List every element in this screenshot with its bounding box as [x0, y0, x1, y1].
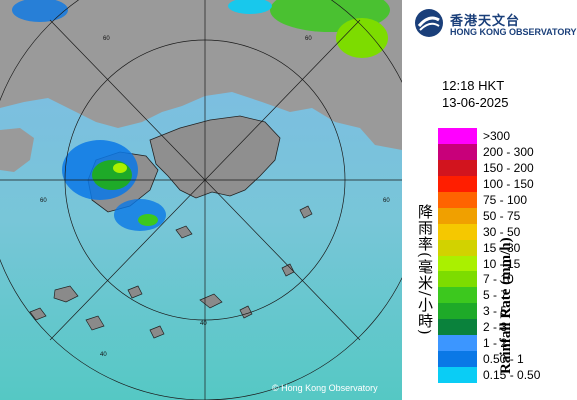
legend-label: 75 - 100 [483, 192, 528, 207]
western-landmass [0, 128, 34, 172]
legend-swatch [438, 239, 477, 256]
legend-item: 75 - 100 [438, 191, 576, 208]
legend-swatch [438, 223, 477, 240]
timestamp-date: 13-06-2025 [442, 95, 509, 110]
rain-echoes [12, 0, 390, 231]
legend-item: 10 - 15 [438, 255, 576, 272]
range-rings [0, 0, 402, 400]
legend-label: 2 - 3 [483, 320, 508, 335]
legend-item: >300 [438, 128, 576, 144]
legend-swatch [438, 303, 477, 320]
legend-swatch [438, 319, 477, 336]
legend-swatch [438, 128, 477, 144]
legend-swatch [438, 143, 477, 160]
legend-label: 1 - 2 [483, 336, 508, 351]
legend-swatch [438, 367, 477, 383]
legend-item: 200 - 300 [438, 143, 576, 160]
legend-label: 150 - 200 [483, 160, 534, 175]
legend-swatch [438, 175, 477, 192]
ring-label: 60 [383, 198, 390, 204]
legend-label: 3 - 5 [483, 304, 508, 319]
legend-item: 150 - 200 [438, 159, 576, 176]
legend-swatch [438, 255, 477, 272]
ring-label: 40 [200, 321, 207, 327]
timestamp-time: 12:18 HKT [442, 78, 505, 93]
legend-swatch [438, 271, 477, 288]
legend-title-en: Rainfall Rate (mm/h) [498, 237, 514, 374]
legend-label: 0.15 - 0.50 [483, 368, 541, 383]
copyright-text: © Hong Kong Observatory [272, 383, 378, 393]
rainfall-legend: >300 200 - 300 150 - 200 100 - 150 75 - … [438, 128, 576, 383]
legend-label: 200 - 300 [483, 144, 534, 159]
legend-item: 15 - 30 [438, 239, 576, 256]
legend-label: 0.50 - 1 [483, 352, 524, 367]
ring-label: 40 [100, 352, 107, 358]
legend-item: 2 - 3 [438, 319, 576, 336]
legend-item: 5 - 7 [438, 287, 576, 304]
legend-swatch [438, 159, 477, 176]
legend-swatch [438, 351, 477, 368]
legend-item: 30 - 50 [438, 223, 576, 240]
legend-item: 1 - 2 [438, 335, 576, 352]
legend-label: 50 - 75 [483, 208, 521, 223]
outlying-islands [29, 205, 313, 339]
legend-label: >300 [483, 129, 511, 143]
ring-label: 60 [40, 198, 47, 204]
legend-swatch [438, 207, 477, 224]
radar-map: 60 60 60 60 40 40 [0, 0, 402, 400]
hko-logo-icon [415, 9, 443, 37]
legend-label: 7 - 10 [483, 272, 514, 287]
legend-label: 15 - 30 [483, 240, 521, 255]
legend-label: 100 - 150 [483, 176, 534, 191]
org-name-zh: 香港天文台 [450, 14, 521, 29]
legend-label: 10 - 15 [483, 256, 521, 271]
legend-panel: 香港天文台 HONG KONG OBSERVATORY 12:18 HKT 13… [402, 0, 577, 400]
legend-item: 7 - 10 [438, 271, 576, 288]
legend-label: 5 - 7 [483, 288, 508, 303]
legend-swatch [438, 191, 477, 208]
legend-item: 100 - 150 [438, 175, 576, 192]
ring-label: 60 [305, 36, 312, 42]
mainland-landmass [0, 0, 402, 150]
hko-logo: 香港天文台 HONG KONG OBSERVATORY [414, 6, 577, 42]
legend-swatch [438, 287, 477, 304]
legend-item: 50 - 75 [438, 207, 576, 224]
legend-label: 30 - 50 [483, 224, 521, 239]
legend-swatch [438, 335, 477, 352]
legend-item: 0.50 - 1 [438, 351, 576, 368]
org-name-en: HONG KONG OBSERVATORY [450, 27, 577, 37]
legend-item: 3 - 5 [438, 303, 576, 320]
legend-item: 0.15 - 0.50 [438, 367, 576, 383]
legend-title-zh: 降雨率(毫米/小時) [416, 204, 434, 336]
ring-label: 60 [103, 36, 110, 42]
